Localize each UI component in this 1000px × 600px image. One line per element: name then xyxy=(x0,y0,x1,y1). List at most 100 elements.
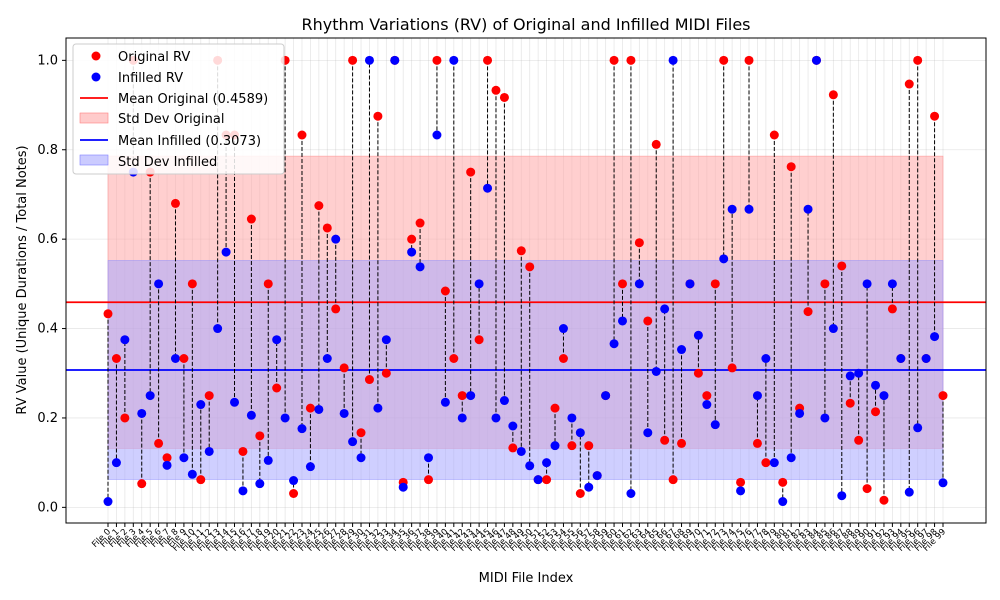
infilled-point xyxy=(938,478,948,488)
original-point xyxy=(466,167,476,177)
infilled-point xyxy=(407,247,417,257)
original-point xyxy=(364,375,374,385)
plot-frame xyxy=(65,37,987,524)
original-point xyxy=(272,383,282,393)
legend-infilled-label: Infilled RV xyxy=(118,71,183,86)
infilled-point xyxy=(828,324,838,334)
infilled-point xyxy=(533,475,543,485)
original-point xyxy=(778,477,788,487)
infilled-point xyxy=(137,408,147,418)
infilled-point xyxy=(221,247,231,257)
original-point xyxy=(938,391,948,401)
infilled-point xyxy=(558,324,568,334)
original-point xyxy=(483,55,493,65)
infilled-point xyxy=(339,408,349,418)
infilled-point xyxy=(617,316,627,326)
infilled-point xyxy=(255,479,265,489)
legend-std-infilled-swatch xyxy=(79,154,109,166)
original-point xyxy=(752,438,762,448)
infilled-point xyxy=(348,437,358,447)
y-tick-label: 0.2 xyxy=(37,411,58,426)
original-point xyxy=(837,261,847,271)
infilled-point xyxy=(162,460,172,470)
infilled-point xyxy=(904,487,914,497)
infilled-point xyxy=(272,335,282,345)
infilled-point xyxy=(381,335,391,345)
infilled-point xyxy=(634,279,644,289)
infilled-point xyxy=(491,413,501,423)
infilled-point xyxy=(289,476,299,486)
original-point xyxy=(154,438,164,448)
infilled-point xyxy=(542,458,552,468)
std-bands xyxy=(107,155,944,480)
original-point xyxy=(179,354,189,364)
infilled-point xyxy=(466,391,476,401)
infilled-point xyxy=(154,279,164,289)
original-point xyxy=(542,475,552,485)
original-point xyxy=(187,279,197,289)
infilled-point xyxy=(727,204,737,214)
original-point xyxy=(626,55,636,65)
infilled-point xyxy=(483,183,493,193)
infilled-point xyxy=(592,471,602,481)
infilled-point xyxy=(120,335,130,345)
original-point xyxy=(651,139,661,149)
original-point xyxy=(761,458,771,468)
original-point xyxy=(643,316,653,326)
infilled-point xyxy=(811,55,821,65)
infilled-point xyxy=(432,130,442,140)
original-point xyxy=(634,238,644,248)
original-point xyxy=(297,130,307,140)
infilled-point xyxy=(525,461,535,471)
original-point xyxy=(348,55,358,65)
original-point xyxy=(660,435,670,445)
infilled-point xyxy=(314,404,324,414)
original-point xyxy=(516,246,526,256)
original-point xyxy=(204,391,214,401)
y-tick-label: 0.0 xyxy=(37,500,58,515)
infilled-point xyxy=(280,413,290,423)
original-point xyxy=(913,55,923,65)
y-tick-label: 0.6 xyxy=(37,232,58,247)
original-point xyxy=(137,479,147,489)
infilled-point xyxy=(736,486,746,496)
original-point xyxy=(238,446,248,456)
original-point xyxy=(727,363,737,373)
original-point xyxy=(668,475,678,485)
infilled-point xyxy=(693,330,703,340)
original-point xyxy=(499,92,509,102)
infilled-point xyxy=(364,55,374,65)
original-point xyxy=(474,335,484,345)
infilled-point xyxy=(820,413,830,423)
infilled-point xyxy=(601,391,611,401)
original-point xyxy=(246,214,256,224)
original-point xyxy=(584,441,594,451)
legend-std-original-swatch xyxy=(79,112,109,124)
infilled-point xyxy=(196,400,206,410)
original-point xyxy=(609,55,619,65)
original-point xyxy=(432,55,442,65)
infilled-point xyxy=(145,391,155,401)
original-point xyxy=(103,309,113,319)
infilled-point xyxy=(516,446,526,456)
infilled-point xyxy=(575,428,585,438)
infilled-point xyxy=(795,408,805,418)
original-point xyxy=(314,201,324,211)
original-point xyxy=(736,477,746,487)
original-point xyxy=(710,279,720,289)
original-point xyxy=(255,431,265,441)
original-point xyxy=(930,111,940,121)
infilled-point xyxy=(879,391,889,401)
original-point xyxy=(693,368,703,378)
original-point xyxy=(289,488,299,498)
legend-box xyxy=(72,43,285,175)
x-axis-label: MIDI File Index xyxy=(479,571,574,586)
original-point xyxy=(111,354,121,364)
mean-lines xyxy=(66,301,986,371)
y-tick-label: 1.0 xyxy=(37,53,58,68)
infilled-point xyxy=(845,371,855,381)
original-point xyxy=(120,413,130,423)
original-point xyxy=(567,441,577,451)
original-point xyxy=(887,304,897,314)
